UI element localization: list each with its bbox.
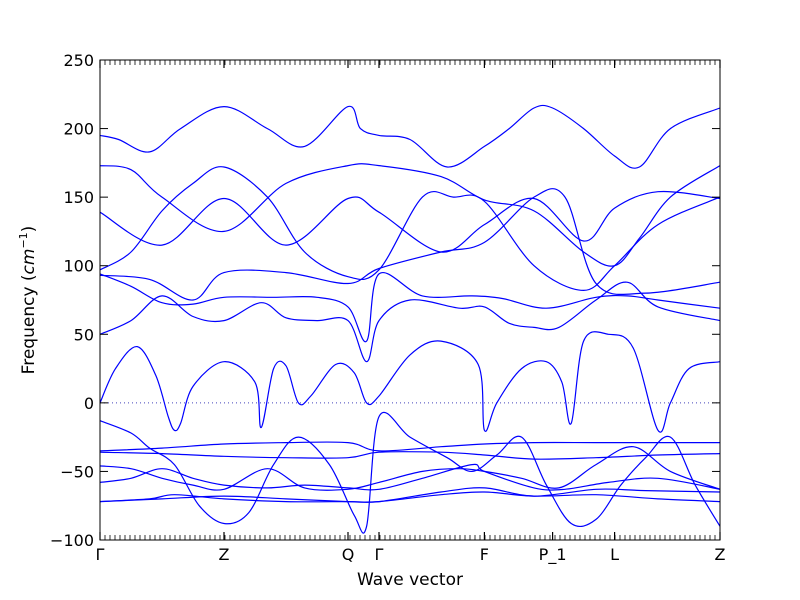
phonon-branch-8 [99, 331, 721, 433]
y-tick-label: 200 [63, 120, 94, 139]
x-tick-label: Γ [96, 545, 105, 564]
phonon-branch-11 [99, 451, 721, 460]
phonon-branch-2 [99, 163, 721, 267]
y-tick-label: 100 [63, 257, 94, 276]
x-tick-label: Z [715, 545, 726, 564]
phonon-branch-7 [99, 281, 721, 363]
phonon-branch-1 [99, 104, 721, 169]
x-tick-label: Q [342, 545, 355, 564]
y-tick-label: −50 [60, 462, 94, 481]
phonon-branch-15 [99, 491, 721, 503]
x-tick-label: F [480, 545, 489, 564]
y-tick-label: −100 [50, 531, 94, 550]
x-tick-label: L [610, 545, 619, 564]
phonon-branch-10 [99, 441, 720, 452]
phonon-branch-4 [99, 166, 721, 292]
y-tick-label: 250 [63, 51, 94, 70]
y-axis-label-power: −1 [17, 232, 30, 248]
phonon-branch-12 [99, 446, 721, 491]
plot-frame [99, 59, 721, 541]
x-axis-ticks: Γ Z Q Γ F P_1 L Z [96, 60, 726, 565]
phonon-branch-14 [99, 487, 721, 503]
x-tick-label: Γ [375, 545, 384, 564]
x-tick-label: Z [219, 545, 230, 564]
phonon-branch-5 [99, 188, 721, 301]
y-tick-label: 150 [63, 188, 94, 207]
phonon-branch-3 [99, 190, 721, 253]
y-tick-label: 0 [84, 394, 94, 413]
y-tick-label: 50 [74, 325, 94, 344]
y-axis-label-close: ) [19, 226, 39, 233]
phonon-branch-13 [99, 463, 721, 491]
x-axis-label: Wave vector [357, 570, 463, 590]
y-axis-label: Frequency (cm−1) [17, 226, 39, 375]
y-axis-label-text: Frequency ( [19, 274, 39, 374]
x-minor-ticks [99, 60, 721, 540]
x-tick-label: P_1 [539, 545, 567, 565]
phonon-branch-9 [99, 411, 721, 534]
y-axis-label-unit: cm [19, 249, 39, 275]
phonon-branch-6 [99, 271, 721, 343]
series-group [99, 104, 721, 534]
